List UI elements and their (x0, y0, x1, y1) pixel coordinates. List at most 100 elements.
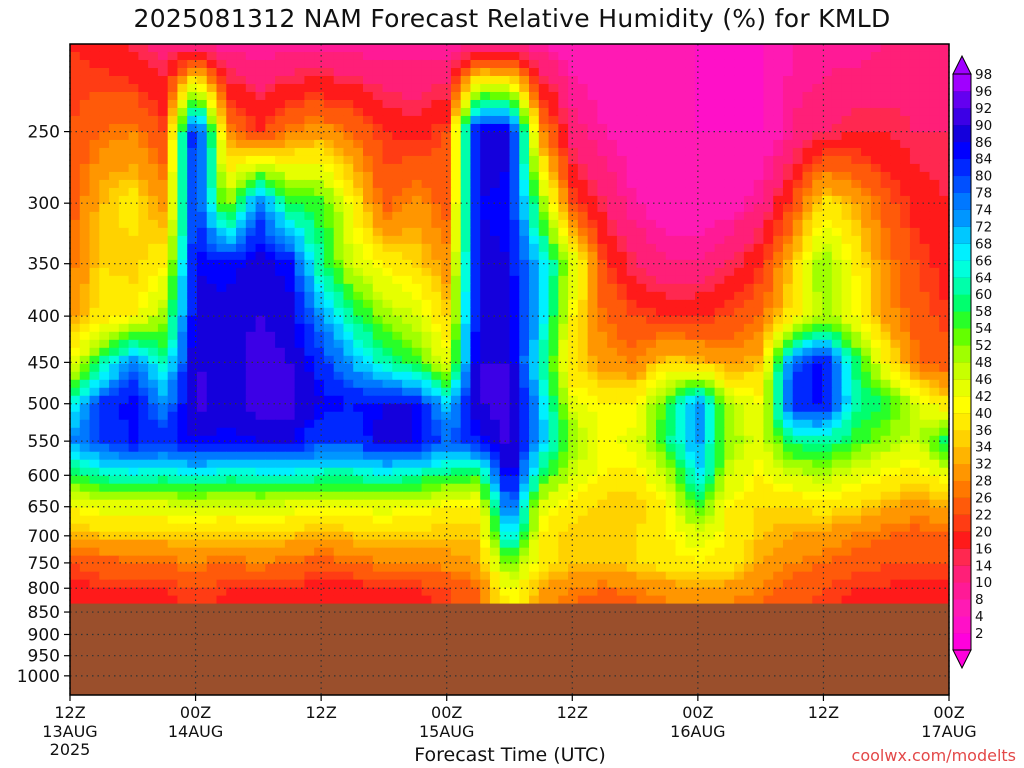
heatmap-cell (851, 395, 862, 405)
heatmap-cell (685, 419, 696, 429)
heatmap-cell (870, 395, 882, 405)
heatmap-cell (245, 451, 257, 461)
heatmap-cell (138, 203, 149, 213)
heatmap-cell (616, 179, 628, 189)
heatmap-cell (333, 283, 345, 293)
heatmap-cell (880, 195, 891, 205)
heatmap-cell (548, 195, 559, 205)
heatmap-cell (616, 163, 628, 173)
heatmap-cell (421, 331, 432, 341)
heatmap-cell (861, 299, 872, 309)
heatmap-cell (880, 91, 891, 101)
heatmap-cell (480, 355, 491, 365)
heatmap-cell (196, 339, 208, 349)
heatmap-cell (890, 115, 901, 125)
chart-title: 2025081312 NAM Forecast Relative Humidit… (133, 4, 891, 33)
heatmap-cell (265, 451, 276, 461)
heatmap-cell (656, 387, 667, 397)
heatmap-cell (89, 171, 100, 181)
heatmap-cell (890, 187, 901, 197)
heatmap-cell (216, 251, 227, 261)
heatmap-cell (109, 243, 120, 253)
heatmap-cell (734, 155, 745, 165)
heatmap-cell (284, 363, 296, 373)
heatmap-cell (372, 315, 384, 325)
heatmap-cell (460, 323, 472, 333)
heatmap-cell (157, 403, 169, 413)
heatmap-cell (70, 59, 81, 69)
heatmap-cell (138, 419, 149, 429)
heatmap-cell (138, 379, 149, 389)
heatmap-cell (831, 355, 843, 365)
heatmap-cell (470, 339, 481, 349)
heatmap-cell (929, 403, 940, 413)
heatmap-cell (363, 315, 374, 325)
heatmap-cell (226, 419, 237, 429)
heatmap-cell (109, 195, 120, 205)
heatmap-cell (138, 443, 149, 453)
heatmap-cell (70, 123, 81, 133)
heatmap-cell (196, 459, 208, 469)
heatmap-cell (265, 179, 276, 189)
heatmap-cell (343, 355, 354, 365)
heatmap-cell (177, 179, 188, 189)
heatmap-cell (431, 459, 442, 469)
heatmap-cell (636, 147, 647, 157)
heatmap-cell (392, 411, 403, 421)
heatmap-cell (714, 371, 725, 381)
heatmap-cell (304, 187, 315, 197)
heatmap-cell (265, 339, 276, 349)
heatmap-cell (392, 131, 403, 141)
heatmap-cell (656, 219, 667, 229)
heatmap-cell (265, 83, 276, 93)
heatmap-cell (480, 155, 491, 165)
heatmap-cell (665, 459, 677, 469)
heatmap-cell (626, 395, 638, 405)
heatmap-cell (148, 147, 159, 157)
heatmap-cell (275, 291, 286, 301)
heatmap-cell (70, 51, 81, 61)
heatmap-cell (109, 435, 120, 445)
heatmap-cell (587, 323, 598, 333)
heatmap-cell (343, 123, 354, 133)
heatmap-cell (714, 283, 725, 293)
heatmap-cell (802, 123, 813, 133)
heatmap-cell (636, 475, 647, 485)
heatmap-cell (138, 331, 149, 341)
heatmap-cell (304, 355, 315, 365)
heatmap-cell (255, 315, 266, 325)
heatmap-cell (304, 195, 315, 205)
heatmap-cell (236, 475, 247, 485)
heatmap-cell (411, 419, 423, 429)
heatmap-cell (353, 179, 364, 189)
heatmap-cell (187, 67, 198, 77)
heatmap-cell (294, 403, 305, 413)
heatmap-cell (109, 83, 120, 93)
heatmap-cell (470, 179, 481, 189)
heatmap-cell (421, 139, 432, 149)
heatmap-cell (89, 235, 100, 245)
heatmap-cell (323, 355, 335, 365)
heatmap-cell (665, 235, 677, 245)
heatmap-cell (675, 131, 686, 141)
heatmap-cell (206, 187, 218, 197)
heatmap-cell (929, 315, 940, 325)
heatmap-cell (294, 147, 305, 157)
heatmap-cell (323, 195, 335, 205)
heatmap-cell (616, 195, 628, 205)
heatmap-cell (460, 139, 472, 149)
heatmap-cell (70, 131, 81, 141)
heatmap-cell (519, 131, 530, 141)
heatmap-cell (734, 403, 745, 413)
heatmap-cell (851, 315, 862, 325)
heatmap-cell (323, 451, 335, 461)
heatmap-cell (206, 115, 218, 125)
heatmap-cell (802, 379, 813, 389)
heatmap-cell (275, 419, 286, 429)
heatmap-cell (929, 283, 940, 293)
heatmap-cell (372, 363, 384, 373)
heatmap-cell (646, 419, 657, 429)
heatmap-cell (636, 235, 647, 245)
heatmap-cell (294, 211, 305, 221)
heatmap-cell (616, 107, 628, 117)
